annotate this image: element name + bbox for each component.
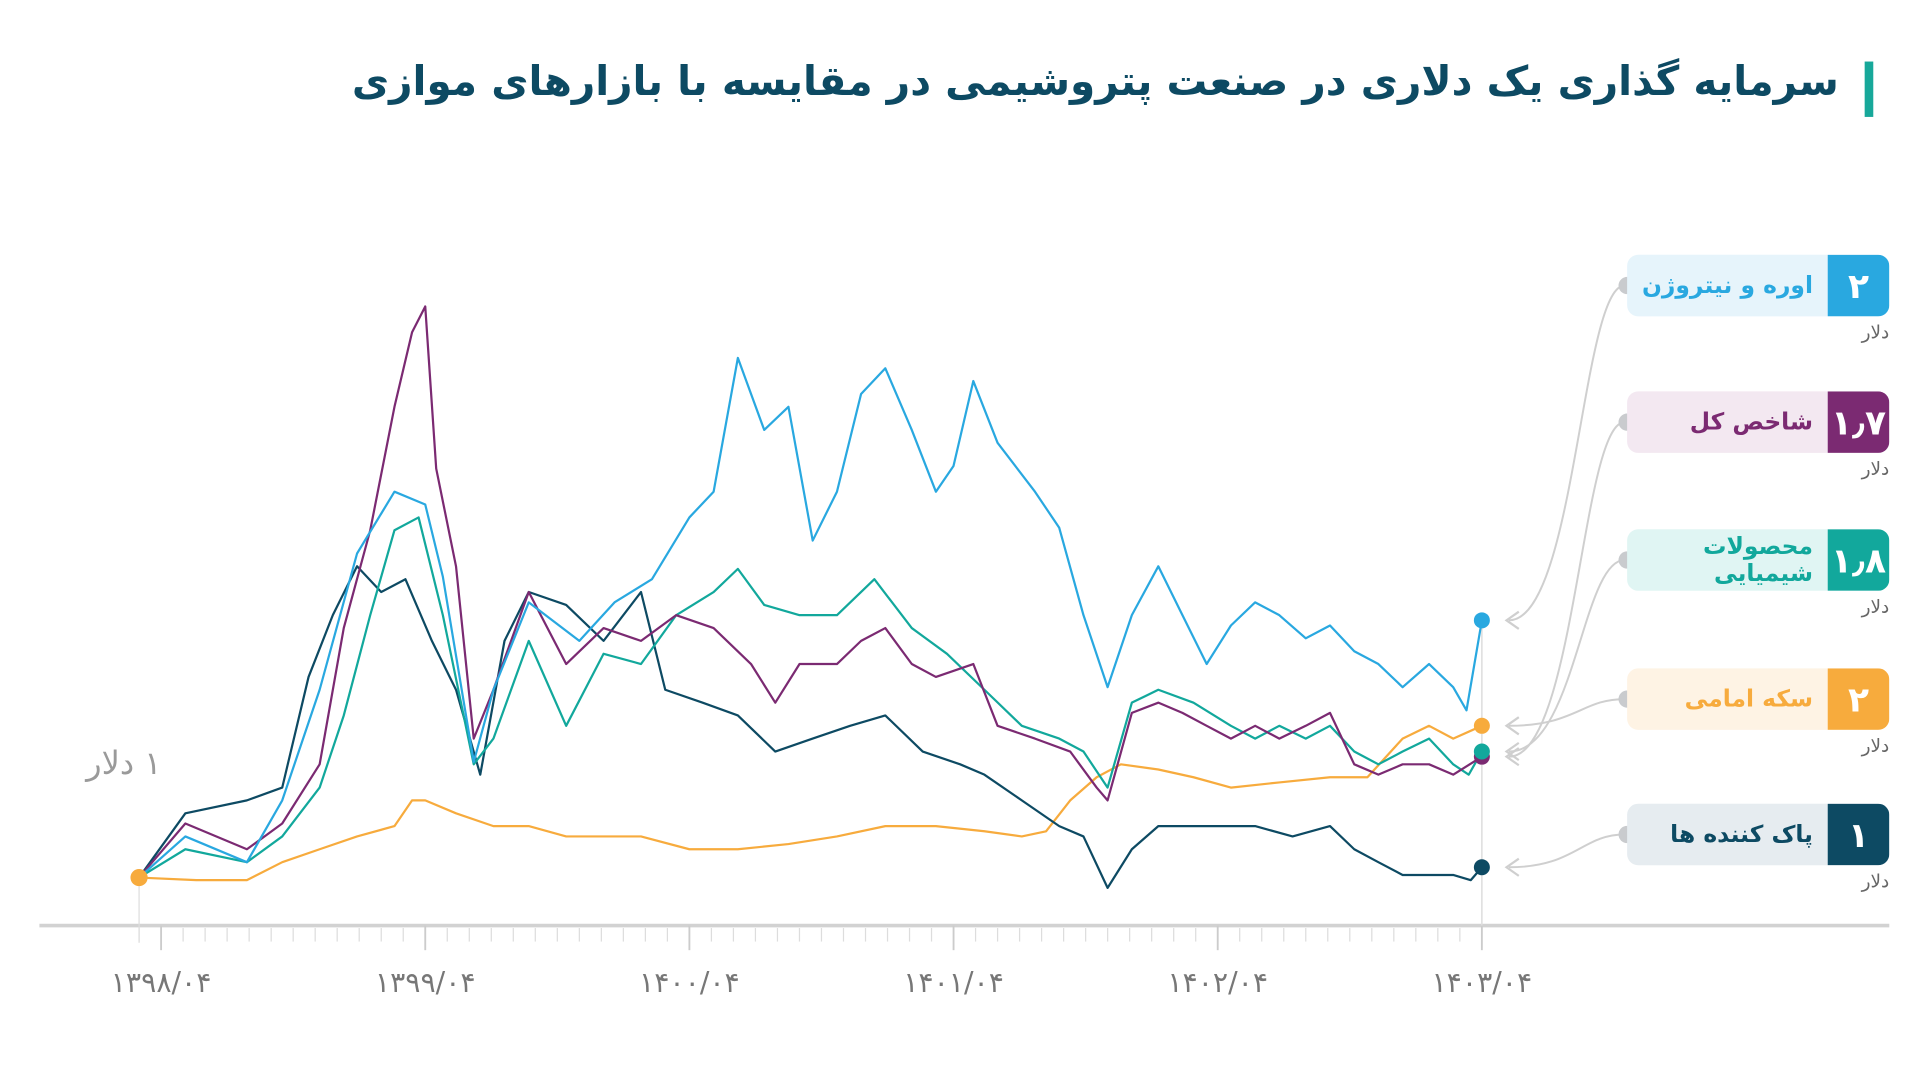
final-value-badge: ۱٫۸ — [1827, 529, 1890, 591]
series-line-index — [138, 305, 1483, 879]
arrow-icon — [1504, 610, 1520, 630]
start-point — [130, 868, 148, 887]
series-line-urea — [138, 356, 1483, 879]
series-name: محصولات شیمیایی — [1703, 532, 1813, 588]
chart-title: سرمایه گذاری یک دلاری در صنعت پتروشیمی د… — [351, 56, 1839, 105]
legend-item-index: ۱٫۷ شاخص کل — [1627, 391, 1890, 453]
connector-line-chemicals — [1508, 559, 1625, 753]
x-tick-label: ۱۳۹۸/۰۴ — [111, 966, 212, 999]
connector-line-urea — [1508, 284, 1625, 622]
legend-item-cleaners: ۱ پاک کننده ها — [1627, 803, 1890, 866]
series-name: پاک کننده ها — [1670, 820, 1813, 849]
final-value-badge: ۱٫۷ — [1827, 391, 1890, 453]
end-point-coin — [1473, 717, 1490, 734]
series-line-chemicals — [138, 516, 1483, 879]
end-point-cleaners — [1473, 859, 1490, 876]
x-tick-label: ۱۴۰۰/۰۴ — [639, 966, 740, 999]
unit-label: دلار — [1861, 321, 1890, 344]
x-tick-label: ۱۳۹۹/۰۴ — [375, 966, 476, 999]
title-accent-bar — [1864, 61, 1874, 117]
arrow-icon — [1504, 716, 1520, 736]
final-value-badge: ۲ — [1827, 254, 1890, 317]
unit-label: دلار — [1861, 734, 1890, 757]
legend-item-chemicals: ۱٫۸ محصولات شیمیایی — [1627, 529, 1890, 591]
series-name: شاخص کل — [1689, 408, 1813, 436]
series-name: اوره و نیتروژن — [1641, 272, 1813, 300]
unit-label: دلار — [1861, 595, 1890, 618]
final-value-badge: ۱ — [1827, 803, 1890, 866]
connector-line-cleaners — [1508, 833, 1625, 869]
end-point-urea — [1473, 612, 1490, 629]
series-line-coin — [139, 724, 1483, 882]
x-tick-label: ۱۴۰۳/۰۴ — [1431, 966, 1532, 999]
series-name: سکه امامی — [1684, 685, 1813, 713]
unit-label: دلار — [1861, 870, 1890, 893]
x-tick-label: ۱۴۰۱/۰۴ — [903, 966, 1004, 999]
series-line-cleaners — [138, 565, 1483, 890]
unit-label: دلار — [1861, 457, 1890, 481]
connector-line-index — [1508, 421, 1625, 758]
arrow-icon — [1504, 857, 1520, 877]
legend-item-urea: ۲ اوره و نیتروژن — [1627, 254, 1890, 317]
x-tick-label: ۱۴۰۲/۰۴ — [1167, 966, 1268, 999]
end-point-chemicals — [1473, 743, 1490, 760]
connector-line-coin — [1508, 698, 1625, 727]
legend-item-coin: ۲ سکه امامی — [1627, 668, 1890, 730]
final-value-badge: ۲ — [1827, 668, 1890, 730]
baseline-label: ۱ دلار — [86, 745, 162, 783]
arrow-icon — [1504, 741, 1520, 762]
